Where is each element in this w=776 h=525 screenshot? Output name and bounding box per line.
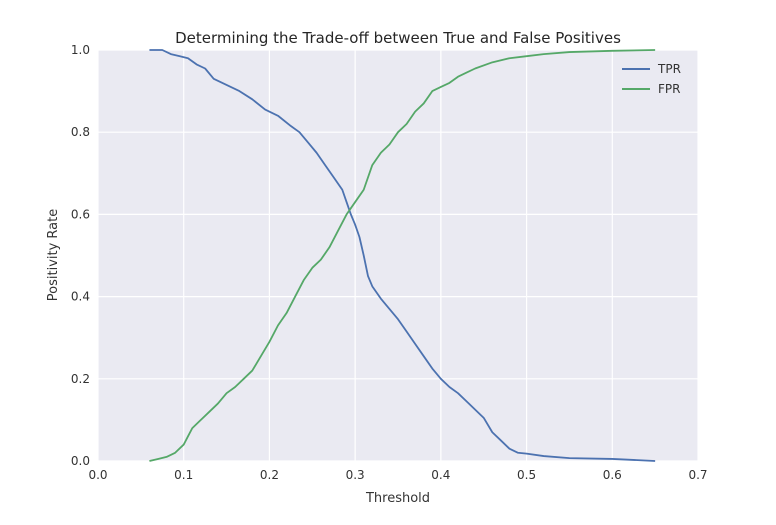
y-tick-label: 0.8 (71, 125, 90, 139)
legend: TPR FPR (622, 62, 681, 96)
chart-title: Determining the Trade-off between True a… (175, 29, 621, 47)
y-tick-labels: 0.0 0.2 0.4 0.6 0.8 1.0 (71, 43, 90, 468)
x-tick-label: 0.1 (174, 468, 193, 482)
y-tick-label: 0.4 (71, 290, 90, 304)
series-line-tpr (149, 49, 656, 462)
x-tick-label: 0.2 (260, 468, 279, 482)
x-tick-labels: 0.0 0.1 0.2 0.3 0.4 0.5 0.6 0.7 (88, 468, 707, 482)
y-tick-label: 0.2 (71, 372, 90, 386)
series-layer (149, 49, 656, 462)
y-axis-label: Positivity Rate (46, 209, 61, 301)
y-tick-label: 0.6 (71, 207, 90, 221)
legend-label-fpr: FPR (658, 82, 680, 96)
series-line-fpr (149, 49, 656, 462)
x-tick-label: 0.0 (88, 468, 107, 482)
x-tick-label: 0.3 (346, 468, 365, 482)
y-tick-label: 0.0 (71, 454, 90, 468)
plot-background (98, 50, 698, 461)
x-tick-label: 0.4 (431, 468, 450, 482)
y-tick-label: 1.0 (71, 43, 90, 57)
x-tick-label: 0.6 (603, 468, 622, 482)
x-tick-label: 0.7 (688, 468, 707, 482)
legend-label-tpr: TPR (657, 62, 681, 76)
x-axis-label: Threshold (365, 491, 430, 506)
x-tick-label: 0.5 (517, 468, 536, 482)
